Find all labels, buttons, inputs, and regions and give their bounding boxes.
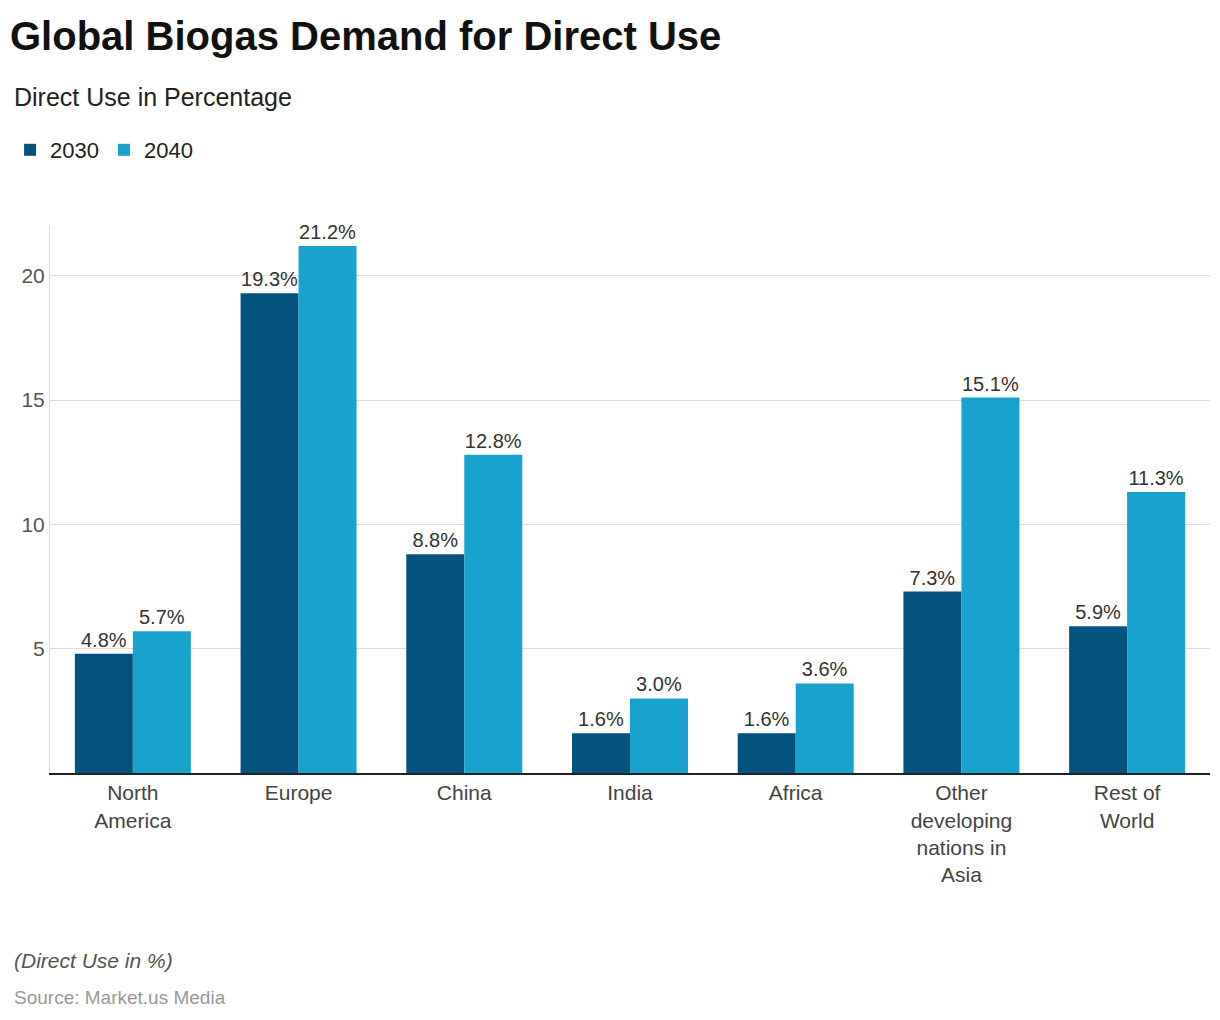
svg-text:Source: Market.us Media: Source: Market.us Media — [14, 987, 226, 1008]
svg-text:7.3%: 7.3% — [910, 567, 956, 589]
svg-text:Direct Use in Percentage: Direct Use in Percentage — [14, 83, 292, 111]
svg-text:China: China — [437, 781, 492, 804]
svg-text:21.2%: 21.2% — [299, 221, 356, 243]
svg-text:Global Biogas Demand for Direc: Global Biogas Demand for Direct Use — [10, 14, 721, 58]
svg-text:4.8%: 4.8% — [81, 629, 127, 651]
svg-text:Rest ofWorld: Rest ofWorld — [1094, 781, 1161, 831]
svg-text:3.6%: 3.6% — [802, 658, 848, 680]
svg-text:3.0%: 3.0% — [636, 673, 682, 695]
svg-text:15: 15 — [21, 388, 44, 411]
svg-text:5.9%: 5.9% — [1075, 601, 1121, 623]
svg-text:8.8%: 8.8% — [412, 529, 458, 551]
svg-text:Europe: Europe — [265, 781, 333, 804]
svg-text:(Direct Use in %): (Direct Use in %) — [14, 949, 173, 972]
svg-text:India: India — [607, 781, 653, 804]
svg-text:15.1%: 15.1% — [962, 373, 1019, 395]
svg-text:12.8%: 12.8% — [465, 430, 522, 452]
svg-text:20: 20 — [21, 264, 44, 287]
svg-text:10: 10 — [21, 513, 44, 536]
svg-text:NorthAmerica: NorthAmerica — [94, 781, 171, 831]
svg-text:Africa: Africa — [769, 781, 823, 804]
svg-text:19.3%: 19.3% — [241, 268, 298, 290]
svg-text:5.7%: 5.7% — [139, 606, 185, 628]
svg-text:1.6%: 1.6% — [744, 708, 790, 730]
svg-text:5: 5 — [33, 637, 45, 660]
svg-text:2040: 2040 — [144, 138, 193, 163]
svg-text:11.3%: 11.3% — [1128, 467, 1183, 489]
svg-text:2030: 2030 — [50, 138, 99, 163]
svg-text:Otherdevelopingnations inAsia: Otherdevelopingnations inAsia — [911, 781, 1013, 886]
svg-text:1.6%: 1.6% — [578, 708, 624, 730]
